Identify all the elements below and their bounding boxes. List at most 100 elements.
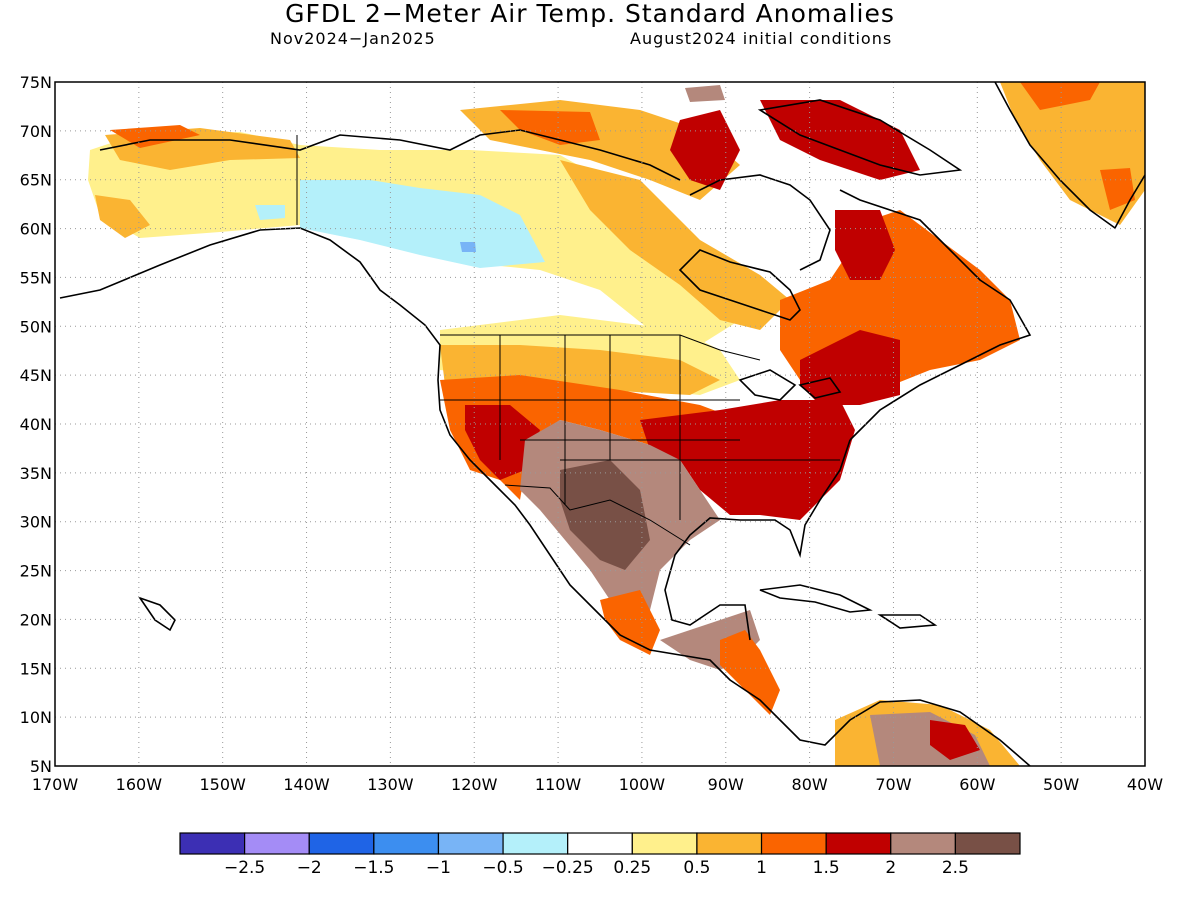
lat-tick-label: 55N [20,268,52,287]
anomaly-region-greenland-red [1020,82,1100,110]
legend-label: 1 [756,858,767,878]
legend-swatch [631,832,698,855]
lon-tick-label: 90W [708,775,744,794]
lon-tick-label: 50W [1043,775,1079,794]
coastline-baffin [757,99,963,176]
lon-tick-label: 170W [32,775,79,794]
coastline-great-lakes [738,369,842,401]
anomaly-region-hudson-belt [560,160,790,330]
legend-swatch [308,832,375,855]
legend-swatch [890,832,956,855]
anomaly-region-venezuela-red [930,720,980,760]
forecast-period: Nov2024−Jan2025 [270,29,436,48]
lat-tick-label: 40N [20,415,52,434]
anomaly-region-sw-alaska [95,195,150,238]
anomaly-region-greenland-south [1100,168,1135,210]
legend-swatch [437,832,504,855]
border-us-mexico [504,484,691,546]
legend-swatch [373,832,440,855]
political-boundaries [296,135,840,546]
legend-label: −1 [426,858,451,878]
legend-labels: −2.5 −2 −1.5 −1 −0.5 −0.25 0.25 0.5 1 1.5 2 2.5 [224,858,969,878]
anomaly-region-ne-red [800,330,900,405]
anomaly-region-quebec-red [835,210,895,280]
legend-swatch [825,832,892,855]
coastline-arctic [99,129,681,181]
anomaly-region-cool [300,180,545,268]
legend-label: 1.5 [813,858,840,878]
lat-tick-label: 30N [20,513,52,532]
legend-swatch [696,832,763,855]
coastline-north-america [59,227,1031,766]
lon-tick-label: 60W [959,775,995,794]
lat-tick-label: 15N [20,659,52,678]
coastline-east-canada [839,189,1032,441]
lon-tick-label: 160W [116,775,163,794]
lat-tick-label: 50N [20,317,52,336]
lat-tick-label: 35N [20,464,52,483]
latitude-labels: 75N 70N 65N 60N 55N 50N 45N 40N 35N 30N 25N 20N 15N 1… [20,73,52,776]
anomaly-region-northern-isle [685,85,725,102]
legend-boxes [179,832,1021,855]
anomaly-region-cool-spot [460,242,476,252]
lat-tick-label: 10N [20,708,52,727]
anomaly-region-arctic-red [500,110,600,145]
lon-tick-label: 140W [283,775,330,794]
anomaly-fields [88,82,1145,766]
lat-tick-label: 20N [20,610,52,629]
legend-label: 0.5 [683,858,710,878]
lon-tick-label: 70W [875,775,911,794]
coastlines [59,82,1145,766]
anomaly-region-nevada [465,405,540,480]
lat-tick-label: 25N [20,562,52,581]
legend-label: −1.5 [353,858,394,878]
lon-tick-label: 150W [200,775,247,794]
anomaly-region-alaska-deep [110,125,200,148]
lat-tick-label: 75N [20,73,52,92]
coastline-gulf [664,439,851,641]
legend-label: −0.5 [482,858,523,878]
lat-tick-label: 60N [20,220,52,239]
legend-label: −0.25 [542,858,594,878]
legend-swatch [179,832,246,855]
coastline-cuba [759,584,873,613]
coastline-greenland [994,82,1145,230]
coastline-hawaii [137,596,176,632]
lon-tick-label: 40W [1127,775,1163,794]
lat-tick-label: 5N [30,757,52,776]
border-us-canada [440,334,761,361]
legend-label: 2 [885,858,896,878]
legend-label: 2.5 [942,858,969,878]
coastline-hispaniola [877,614,938,629]
legend-swatch [502,832,569,855]
lon-tick-label: 120W [451,775,498,794]
map-frame [54,81,1146,767]
lat-tick-label: 70N [20,122,52,141]
legend-swatch [954,832,1021,855]
anomaly-region-mexico-south [600,590,660,655]
legend-swatch [567,832,633,855]
longitude-labels: 170W 160W 150W 140W 130W 120W 110W 100W 90W 80W 70… [32,775,1163,794]
legend-label: 0.25 [613,858,651,878]
lat-tick-label: 45N [20,366,52,385]
lon-tick-label: 110W [535,775,582,794]
lat-tick-label: 65N [20,171,52,190]
legend-swatch [244,832,310,855]
lon-tick-label: 80W [792,775,828,794]
anomaly-region-cool-2 [255,205,285,220]
lon-tick-label: 100W [619,775,666,794]
anomaly-region-sw-dark [560,460,650,570]
border-state-lines [440,335,840,520]
lon-tick-label: 130W [367,775,414,794]
initial-conditions: August2024 initial conditions [630,29,893,48]
anomaly-region-honduras [720,630,780,715]
legend-label: −2 [297,858,322,878]
map-title: GFDL 2−Meter Air Temp. Standard Anomalie… [285,0,895,28]
coastline-hudson-bay-north [689,174,831,271]
graticule [55,82,1145,766]
anomaly-region-north-red [670,110,740,190]
legend-swatch [760,832,827,855]
legend-label: −2.5 [224,858,265,878]
